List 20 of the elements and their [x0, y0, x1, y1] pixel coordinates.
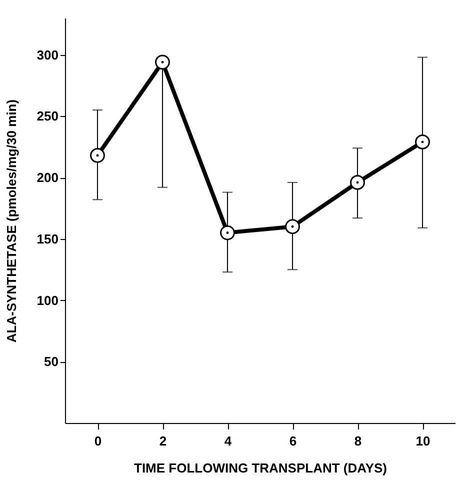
point: [155, 54, 170, 70]
point: [350, 175, 365, 190]
x-tick-label: 4: [224, 434, 232, 448]
y-tick-label: 150: [36, 231, 58, 246]
point: [415, 134, 430, 150]
x-axis-title: TIME FOLLOWING TRANSPLANT (DAYS): [134, 460, 388, 476]
x-tick-label: 0: [94, 434, 102, 448]
point: [285, 219, 300, 234]
x-tick-label: 6: [289, 434, 297, 448]
y-tick-label: 200: [36, 170, 58, 186]
y-tick-label: 50: [44, 354, 58, 370]
point: [90, 148, 105, 163]
x-tick-label: 2: [159, 434, 167, 448]
point: [220, 225, 235, 240]
x-tick-label: 8: [354, 434, 362, 448]
y-tick-label: 300: [36, 47, 58, 62]
y-tick-label: 100: [36, 292, 58, 308]
y-tick-label: 250: [36, 108, 58, 124]
x-tick-label: 10: [416, 434, 430, 448]
y-axis-title: ALA-SYNTHETASE (pmoles/mg/30 min): [4, 99, 19, 343]
